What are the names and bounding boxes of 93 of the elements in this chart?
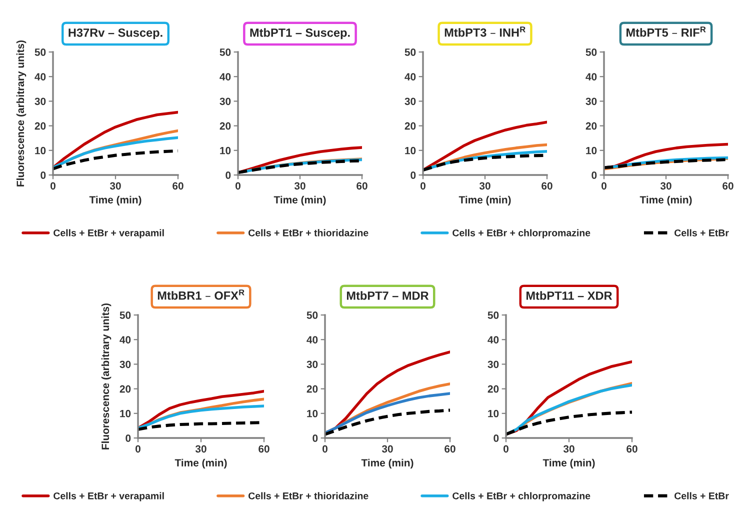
y-tick-label: 50 [34, 48, 46, 56]
y-tick-label: 20 [220, 122, 231, 130]
x-tick-label: 30 [382, 445, 393, 453]
y-tick-label: 40 [120, 336, 131, 344]
y-tick-label: 10 [220, 146, 231, 154]
y-tick-label: 20 [488, 385, 499, 393]
y-tick-label: 30 [488, 360, 499, 368]
y-tick-label: 0 [312, 434, 318, 442]
y-tick-label: 20 [404, 122, 416, 130]
y-tick-label: 10 [488, 410, 499, 418]
x-tick-label: 60 [172, 182, 184, 190]
y-tick-label: 40 [34, 73, 46, 80]
y-tick-label: 50 [404, 48, 416, 56]
x-axis-title: Time (min) [458, 196, 511, 206]
chart-title: MtbPT11 – XDR [526, 291, 612, 300]
x-tick-label: 0 [602, 182, 606, 190]
legend-label: Cells + EtBr + thioridazine [248, 229, 368, 236]
line-series [53, 149, 178, 170]
legend-label: Cells + EtBr + chlorpromazine [452, 229, 590, 238]
y-tick-label: 20 [586, 122, 597, 130]
y-tick-label: 0 [226, 172, 231, 179]
x-tick-label: 30 [479, 182, 490, 190]
y-tick-label: 30 [306, 360, 318, 368]
x-tick-label: 60 [258, 445, 270, 453]
y-tick-label: 10 [35, 146, 46, 154]
x-tick-label: 30 [563, 445, 574, 453]
y-tick-label: 50 [220, 48, 231, 56]
y-tick-label: 0 [40, 172, 46, 179]
x-tick-label: 30 [294, 182, 306, 190]
y-tick-label: 50 [488, 312, 499, 319]
y-tick-label: 40 [306, 336, 318, 344]
x-tick-label: 60 [722, 182, 734, 190]
chart-title: MtbPT7 – MDR [346, 291, 429, 300]
x-tick-label: 60 [626, 445, 638, 453]
y-tick-label: 10 [405, 146, 416, 154]
y-tick-label: 50 [120, 312, 131, 319]
y-tick-label: 0 [494, 434, 499, 442]
x-tick-label: 60 [356, 182, 368, 190]
legend-label: Cells + EtBr [674, 492, 729, 500]
x-tick-label: 30 [195, 445, 206, 453]
y-tick-label: 40 [220, 73, 231, 80]
y-tick-label: 50 [586, 48, 597, 56]
y-axis-title: Fluorescence (arbitrary units) [101, 303, 112, 450]
y-tick-label: 0 [410, 172, 416, 179]
chart-title: MtbBR1 – OFX$^{R}$ [158, 290, 244, 300]
legend-label: Cells + EtBr + verapamil [54, 492, 164, 502]
legend-label: Cells + EtBr [674, 229, 729, 236]
x-axis-title: Time (min) [542, 458, 595, 469]
x-tick-label: 0 [50, 182, 56, 190]
line-series [53, 136, 178, 170]
x-tick-label: 0 [504, 445, 508, 453]
y-tick-label: 40 [488, 336, 499, 344]
x-tick-label: 0 [136, 445, 140, 453]
x-axis-title: Time (min) [274, 196, 326, 206]
chart-title: MtbPT1 – Suscep. [250, 28, 350, 40]
line-series [325, 408, 450, 436]
x-tick-label: 60 [542, 182, 552, 190]
y-tick-label: 20 [120, 385, 131, 393]
y-tick-label: 10 [120, 410, 131, 418]
x-axis-title: Time (min) [361, 458, 414, 469]
y-tick-label: 30 [34, 98, 46, 106]
legend-label: Cells + EtBr + chlorpromazine [452, 492, 590, 502]
y-tick-label: 30 [220, 98, 231, 106]
y-tick-label: 30 [586, 98, 597, 106]
x-tick-label: 0 [322, 445, 328, 453]
x-axis-title: Time (min) [89, 196, 142, 206]
x-tick-label: 60 [444, 445, 456, 453]
line-series [138, 404, 264, 430]
y-tick-label: 10 [307, 410, 318, 418]
y-tick-label: 0 [126, 434, 131, 442]
chart-title: H37Rv – Suscep. [68, 28, 162, 40]
y-tick-label: 30 [404, 98, 416, 106]
y-tick-label: 40 [586, 73, 597, 80]
x-axis-title: Time (min) [640, 196, 692, 206]
line-series [325, 392, 450, 434]
chart-title: MtbPT5 – RIF$^{R}$ [626, 26, 706, 37]
y-tick-label: 10 [586, 146, 597, 154]
x-tick-label: 0 [236, 182, 240, 190]
x-tick-label: 30 [660, 182, 672, 190]
legend-label: Cells + EtBr + verapamil [54, 229, 164, 238]
y-tick-label: 50 [306, 312, 318, 319]
y-tick-label: 40 [404, 73, 416, 80]
y-axis-title: Fluorescence (arbitrary units) [16, 40, 26, 186]
chart-title: MtbPT3 – INH$^{R}$ [444, 26, 526, 37]
y-tick-label: 0 [592, 172, 597, 179]
y-tick-label: 20 [306, 385, 318, 393]
y-tick-label: 20 [34, 122, 46, 130]
x-axis-title: Time (min) [174, 458, 227, 469]
x-tick-label: 0 [420, 182, 426, 190]
y-tick-label: 30 [120, 360, 131, 368]
x-tick-label: 30 [110, 182, 121, 190]
legend-label: Cells + EtBr + thioridazine [248, 492, 368, 500]
line-series [506, 410, 632, 436]
